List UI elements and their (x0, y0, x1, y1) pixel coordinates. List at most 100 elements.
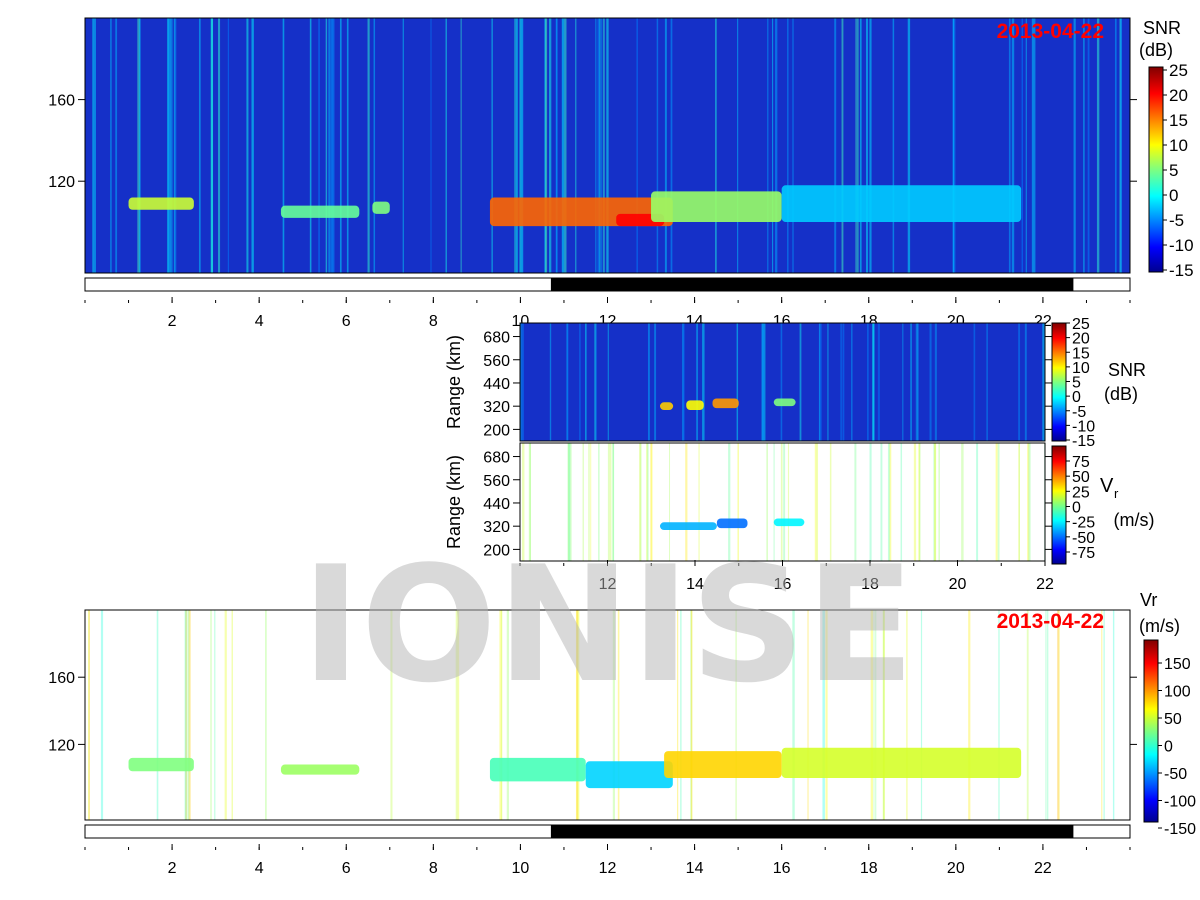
noise-streak (457, 610, 460, 820)
noise-streak (762, 323, 765, 441)
noise-streak (869, 443, 872, 561)
mid-vr-y-label: Range (km) (444, 455, 464, 549)
noise-streak (520, 323, 522, 441)
noise-streak (367, 18, 370, 273)
noise-streak (577, 610, 580, 820)
noise-streak (188, 610, 191, 820)
top-heatmap (92, 18, 1123, 273)
noise-streak (185, 610, 188, 820)
noise-streak (656, 18, 659, 273)
colorbar-tick-label: 25 (1169, 61, 1188, 80)
noise-streak (514, 18, 516, 273)
noise-streak (500, 610, 503, 820)
noise-streak (953, 18, 956, 273)
echo-region (128, 757, 194, 772)
noise-streak (576, 610, 578, 820)
noise-streak (227, 18, 230, 273)
mid-snr-heatmap (520, 323, 1045, 441)
noise-streak (920, 610, 923, 820)
noise-streak (1033, 18, 1036, 273)
noise-streak (840, 323, 842, 441)
noise-streak (907, 18, 911, 273)
noise-streak (882, 610, 885, 820)
noise-streak (346, 18, 349, 273)
noise-streak (171, 18, 173, 273)
noise-streak (1025, 18, 1027, 273)
noise-streak (506, 610, 509, 820)
noise-streak (265, 610, 267, 820)
noise-streak (670, 18, 673, 273)
noise-streak (88, 610, 90, 820)
noise-streak (934, 443, 937, 561)
noise-streak (870, 610, 874, 820)
noise-streak (568, 443, 570, 561)
colorbar-tick-label: 15 (1169, 111, 1188, 130)
noise-streak (761, 323, 765, 441)
noise-streak (842, 323, 845, 441)
noise-streak (499, 610, 502, 820)
echo-region (585, 761, 673, 789)
noise-streak (995, 443, 998, 561)
x-tick-label: 12 (599, 576, 617, 593)
noise-streak (737, 443, 740, 561)
noise-streak (170, 18, 172, 273)
noise-streak (1083, 18, 1085, 273)
noise-streak (866, 323, 869, 441)
y-tick-label: 680 (483, 450, 510, 467)
mid-vr-colorbar-title: V (1100, 475, 1114, 497)
noise-streak (609, 443, 612, 561)
colorbar-tick-label: 15 (1072, 345, 1090, 362)
noise-streak (650, 443, 652, 561)
x-tick-label: 6 (342, 313, 351, 330)
mid-vr-y-axis: 200 320 440 560 680 (483, 450, 1052, 559)
x-tick-label: 8 (429, 313, 438, 330)
noise-streak (455, 610, 458, 820)
y-tick-label: 560 (483, 473, 510, 490)
noise-streak (866, 18, 868, 273)
colorbar-tick-label: 75 (1072, 454, 1090, 471)
noise-streak (787, 443, 790, 561)
noise-streak (872, 323, 875, 441)
top-colorbar-unit: (dB) (1139, 40, 1173, 60)
mid-snr-colorbar-unit: (dB) (1104, 384, 1138, 404)
echo-region (660, 522, 717, 531)
noise-streak (880, 443, 883, 561)
noise-streak (445, 18, 447, 273)
mid-vr-colorbar (1051, 445, 1067, 565)
noise-streak (603, 18, 605, 273)
noise-streak (491, 18, 493, 273)
x-tick-label: 10 (512, 860, 530, 877)
noise-streak (799, 323, 802, 441)
noise-streak (682, 323, 684, 441)
echo-region (660, 402, 674, 411)
noise-streak (332, 18, 335, 273)
noise-streak (1018, 323, 1021, 441)
noise-streak (1011, 18, 1015, 273)
noise-streak (766, 443, 769, 561)
noise-streak (1031, 18, 1034, 273)
noise-streak (827, 323, 829, 441)
noise-streak (92, 18, 94, 273)
noise-streak (938, 443, 940, 561)
colorbar-tick-label: 0 (1072, 500, 1081, 517)
noise-streak (93, 18, 96, 273)
mid-vr-colorbar-subscript: r (1114, 486, 1119, 501)
x-tick-label: 16 (773, 860, 791, 877)
bottom-colorbar-unit: (m/s) (1139, 616, 1180, 636)
colorbar-tick-label: 5 (1169, 161, 1178, 180)
y-tick-label: 320 (483, 519, 510, 536)
noise-streak (173, 18, 176, 273)
bottom-night-bar (550, 825, 1074, 838)
noise-streak (648, 323, 650, 441)
noise-streak (1042, 323, 1045, 441)
noise-streak (906, 610, 908, 820)
noise-streak (521, 323, 524, 441)
noise-streak (676, 610, 679, 820)
noise-streak (761, 323, 764, 441)
colorbar-tick-label: 25 (1072, 484, 1090, 501)
noise-streak (1058, 610, 1060, 820)
echo-region (781, 185, 1022, 222)
